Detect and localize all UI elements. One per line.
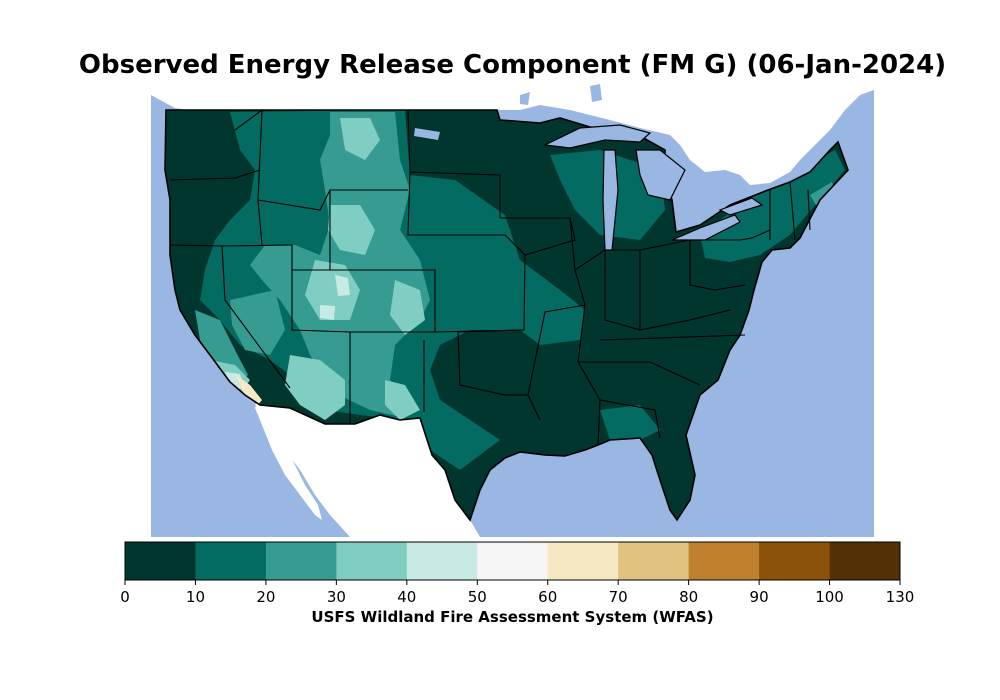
colorbar-swatch <box>618 542 690 580</box>
colorbar-swatch <box>406 542 478 580</box>
map-title: Observed Energy Release Component (FM G)… <box>78 50 947 80</box>
erc-band-30-40 <box>305 260 360 320</box>
colorbar-tick-label: 70 <box>609 588 628 606</box>
colorbar-tick-label: 50 <box>468 588 487 606</box>
great-lakes <box>542 124 764 251</box>
erc-band-30-40 <box>340 118 380 160</box>
colorbar-tick-label: 90 <box>750 588 769 606</box>
colorbar-swatch <box>547 542 619 580</box>
colorbar-swatch <box>477 542 549 580</box>
lake-erie <box>671 214 741 241</box>
us-outline <box>164 109 849 522</box>
colorbar-tick-label: 60 <box>538 588 557 606</box>
colorbar: 0 10 20 30 40 50 60 70 80 90 100 130 <box>120 541 915 606</box>
baja-peninsula <box>255 400 322 520</box>
state-boundaries <box>164 108 849 522</box>
erc-band-30-40 <box>385 380 420 420</box>
colorbar-swatch <box>265 542 337 580</box>
mexico-landmass <box>255 404 480 537</box>
colorbar-tick-label: 10 <box>186 588 205 606</box>
colorbar-tick-label: 80 <box>679 588 698 606</box>
colorbar-swatch <box>688 542 760 580</box>
lake-ontario <box>718 197 764 216</box>
hudson-bay-inlets <box>414 84 602 140</box>
colorbar-tick-label: 100 <box>815 588 844 606</box>
erc-band-20-30 <box>230 290 285 355</box>
colorbar-tick-label: 40 <box>397 588 416 606</box>
colorbar-tick-label: 130 <box>886 588 915 606</box>
colorbar-swatch <box>336 542 408 580</box>
colorbar-tick-label: 0 <box>120 588 130 606</box>
erc-band-30-40 <box>328 205 375 255</box>
colorbar-swatch <box>759 542 831 580</box>
colorbar-swatch <box>195 542 267 580</box>
erc-band-10-20 <box>700 150 845 262</box>
erc-band-30-40 <box>390 280 425 335</box>
erc-band-40-50 <box>225 372 245 390</box>
erc-band-40-50 <box>335 275 350 296</box>
lake-huron <box>635 149 686 201</box>
colorbar-tick-label: 20 <box>256 588 275 606</box>
colorbar-swatch <box>829 542 901 580</box>
colorbar-label: USFS Wildland Fire Assessment System (WF… <box>311 608 714 626</box>
colorbar-tick-label: 30 <box>327 588 346 606</box>
erc-band-60-70 <box>236 375 262 407</box>
erc-band-30-40 <box>285 355 345 420</box>
lake-michigan <box>602 149 619 251</box>
erc-band-10-20 <box>600 405 660 440</box>
colorbar-swatch <box>125 542 196 580</box>
erc-band-40-50 <box>320 305 335 320</box>
conus-map <box>151 84 874 537</box>
lake-superior <box>542 124 652 149</box>
